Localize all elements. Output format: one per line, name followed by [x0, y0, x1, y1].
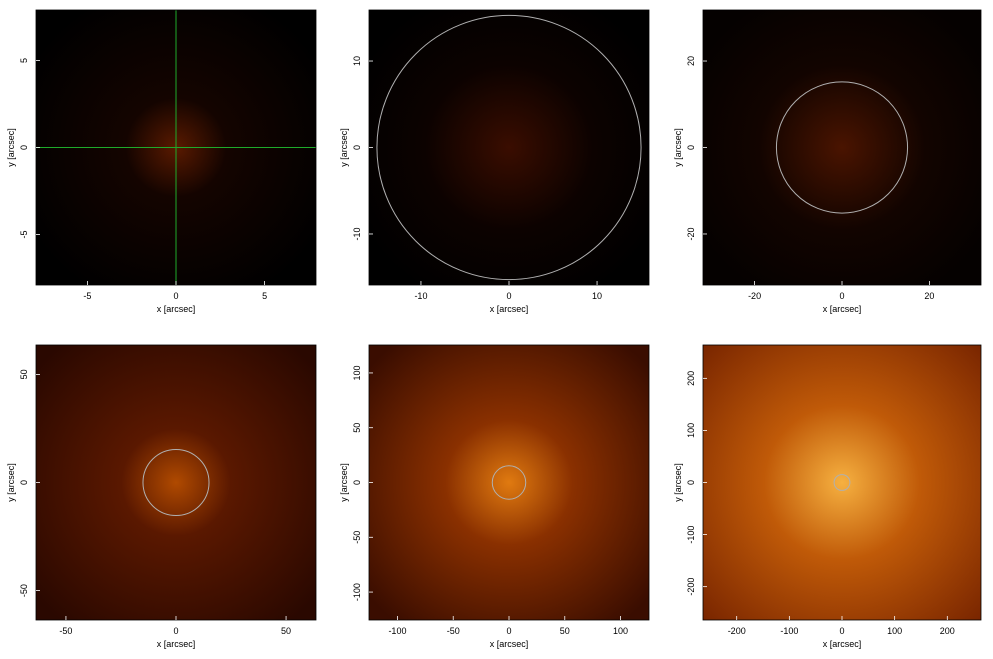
aperture-circle [142, 448, 210, 517]
image [369, 10, 649, 285]
x-axis-label: x [arcsec] [157, 639, 196, 649]
y-tick-label: 0 [686, 480, 696, 485]
image [369, 345, 649, 620]
x-tick-label: -50 [59, 626, 72, 636]
y-tick-label: 200 [686, 371, 696, 386]
y-tick-label: 100 [352, 365, 362, 380]
aperture-circle [833, 474, 851, 491]
x-axis-label: x [arcsec] [823, 304, 862, 314]
y-tick-label: 0 [352, 145, 362, 150]
x-tick-label: -5 [83, 291, 91, 301]
x-tick-label: 0 [839, 626, 844, 636]
y-axis-label: y [arcsec] [339, 128, 349, 167]
image [703, 10, 981, 285]
x-tick-label: -200 [728, 626, 746, 636]
y-tick-label: -200 [686, 578, 696, 596]
y-tick-label: -50 [352, 531, 362, 544]
x-tick-label: 200 [940, 626, 955, 636]
x-tick-label: 100 [613, 626, 628, 636]
y-tick-label: -50 [19, 584, 29, 597]
image [703, 345, 981, 620]
x-tick-label: 0 [506, 291, 511, 301]
aperture-circle [376, 14, 642, 281]
y-tick-label: 0 [19, 145, 29, 150]
x-tick-label: -20 [748, 291, 761, 301]
x-tick-label: 0 [173, 291, 178, 301]
y-tick-label: -100 [352, 583, 362, 601]
x-tick-label: 5 [262, 291, 267, 301]
y-axis-label: y [arcsec] [6, 128, 16, 167]
y-axis-label: y [arcsec] [6, 463, 16, 502]
y-tick-label: -100 [686, 526, 696, 544]
x-axis-label: x [arcsec] [490, 639, 529, 649]
y-tick-label: 0 [352, 480, 362, 485]
x-tick-label: -10 [414, 291, 427, 301]
x-tick-label: -100 [388, 626, 406, 636]
y-axis-label: y [arcsec] [673, 128, 683, 167]
x-axis-label: x [arcsec] [490, 304, 529, 314]
y-tick-label: 5 [19, 58, 29, 63]
aperture-circle [775, 81, 909, 214]
x-tick-label: 50 [560, 626, 570, 636]
x-tick-label: 20 [924, 291, 934, 301]
x-tick-label: 100 [887, 626, 902, 636]
x-tick-label: 0 [173, 626, 178, 636]
x-tick-label: -100 [780, 626, 798, 636]
y-tick-label: 0 [686, 145, 696, 150]
y-tick-label: 0 [19, 480, 29, 485]
x-tick-label: -50 [447, 626, 460, 636]
image [36, 345, 316, 620]
y-axis-label: y [arcsec] [339, 463, 349, 502]
y-tick-label: 20 [686, 56, 696, 66]
x-tick-label: 50 [281, 626, 291, 636]
x-tick-label: 10 [592, 291, 602, 301]
y-tick-label: -10 [352, 227, 362, 240]
x-axis-label: x [arcsec] [823, 639, 862, 649]
y-tick-label: 50 [19, 369, 29, 379]
y-tick-label: -5 [19, 231, 29, 239]
x-tick-label: 0 [839, 291, 844, 301]
y-tick-label: -20 [686, 227, 696, 240]
x-tick-label: 0 [506, 626, 511, 636]
y-tick-label: 100 [686, 423, 696, 438]
aperture-circle [491, 465, 527, 500]
y-tick-label: 10 [352, 56, 362, 66]
y-axis-label: y [arcsec] [673, 463, 683, 502]
y-tick-label: 50 [352, 423, 362, 433]
x-axis-label: x [arcsec] [157, 304, 196, 314]
